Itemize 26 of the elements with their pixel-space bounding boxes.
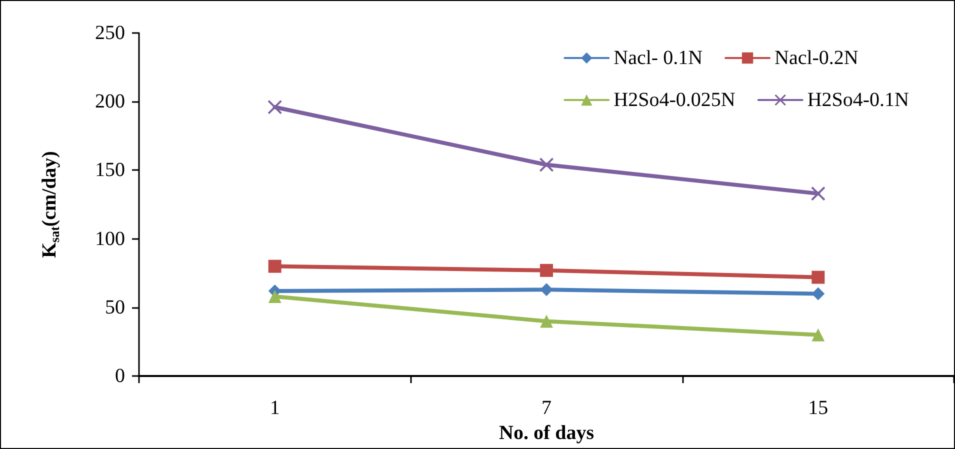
y-axis-title: Ksat(cm/day) [38, 151, 62, 258]
legend-label: H2So4-0.025N [614, 89, 736, 111]
legend-label: H2So4-0.1N [807, 89, 909, 111]
y-tick-label: 200 [95, 90, 125, 113]
point [812, 328, 825, 342]
point [812, 287, 825, 300]
y-tick-label: 100 [95, 228, 125, 250]
point [540, 158, 554, 172]
x-tick-label: 15 [808, 397, 828, 420]
y-tick-label: 0 [115, 365, 125, 388]
point [268, 100, 282, 114]
x-tick-label: 7 [542, 397, 552, 420]
point [268, 290, 282, 303]
legend-label: Nacl- 0.1N [614, 47, 703, 69]
point [540, 283, 553, 296]
legend-label: Nacl-0.2N [774, 47, 858, 69]
point [268, 260, 282, 273]
point [540, 264, 553, 277]
x-axis-title: No. of days [498, 422, 594, 444]
y-tick-label: 250 [95, 22, 125, 44]
x-tick-label: 1 [270, 397, 280, 420]
point [811, 186, 826, 201]
point [540, 314, 553, 328]
point [812, 270, 825, 284]
y-tick-label: 150 [95, 159, 125, 182]
y-tick-label: 50 [105, 296, 125, 318]
